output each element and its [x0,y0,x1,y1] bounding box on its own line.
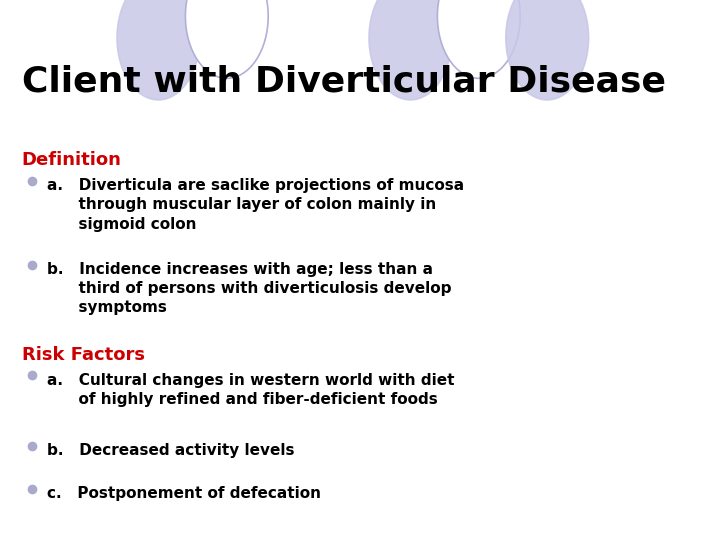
Ellipse shape [506,0,589,100]
Text: c.   Postponement of defecation: c. Postponement of defecation [47,486,321,501]
Ellipse shape [438,0,521,78]
Text: a.   Diverticula are saclike projections of mucosa
      through muscular layer : a. Diverticula are saclike projections o… [47,178,464,232]
Text: Risk Factors: Risk Factors [22,346,145,363]
Text: Client with Diverticular Disease: Client with Diverticular Disease [22,65,665,99]
Text: b.   Decreased activity levels: b. Decreased activity levels [47,443,294,458]
Ellipse shape [369,0,452,100]
Text: a.   Cultural changes in western world with diet
      of highly refined and fib: a. Cultural changes in western world wit… [47,373,454,407]
Text: b.   Incidence increases with age; less than a
      third of persons with diver: b. Incidence increases with age; less th… [47,262,451,315]
Ellipse shape [185,0,268,78]
Ellipse shape [117,0,200,100]
Text: Definition: Definition [22,151,122,169]
